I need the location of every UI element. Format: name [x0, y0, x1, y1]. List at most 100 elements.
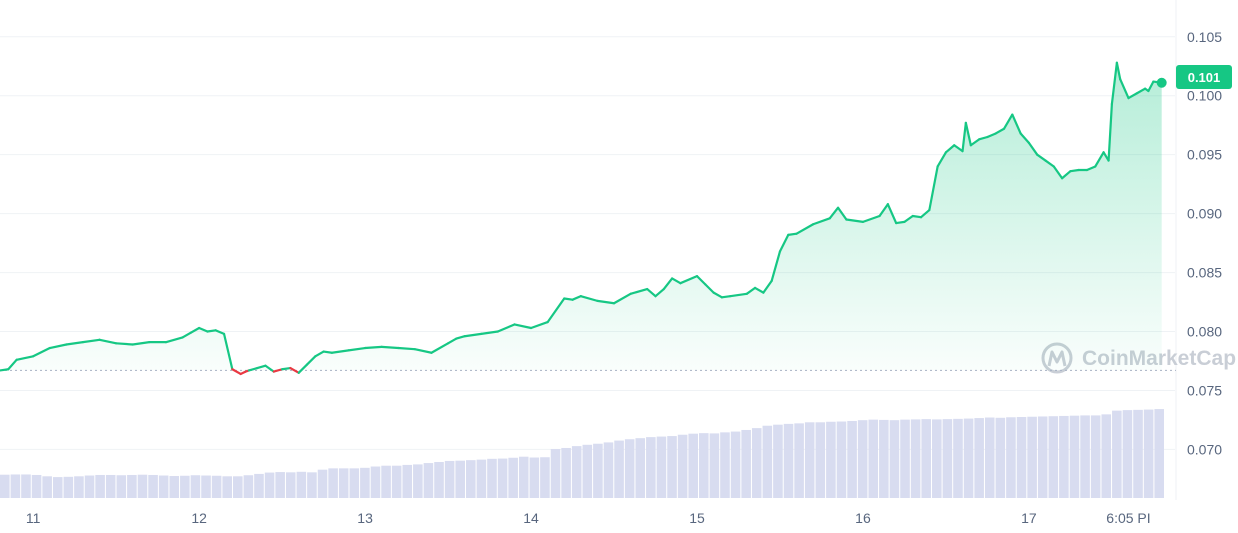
- price-segment: [969, 138, 981, 147]
- volume-bar: [1101, 414, 1112, 498]
- volume-bar: [169, 476, 180, 498]
- x-tick-label: 11: [26, 510, 41, 526]
- price-segment: [1019, 132, 1031, 144]
- volume-bar: [900, 419, 910, 498]
- price-segment: [1069, 168, 1080, 173]
- price-segment: [961, 121, 967, 153]
- volume-bar: [1027, 416, 1037, 498]
- volume-bar: [794, 423, 804, 498]
- volume-bar: [338, 468, 349, 498]
- price-segment: [720, 295, 732, 299]
- volume-bar: [773, 424, 783, 498]
- volume-bar: [730, 431, 741, 498]
- volume-bar: [963, 418, 974, 498]
- price-segment: [330, 349, 350, 354]
- volume-bar: [444, 460, 455, 498]
- volume-bar: [116, 475, 127, 498]
- volume-bar: [466, 460, 476, 498]
- y-tick-label: 0.095: [1187, 147, 1222, 163]
- price-segment: [1119, 78, 1130, 100]
- volume-bar: [10, 474, 21, 498]
- volume-bar: [402, 464, 413, 498]
- volume-bar: [667, 436, 677, 498]
- y-tick-label: 0.105: [1187, 29, 1222, 45]
- price-segment: [413, 348, 433, 354]
- price-segment: [65, 341, 85, 346]
- current-price-dot: [1156, 77, 1167, 88]
- price-segment: [446, 337, 458, 345]
- price-segment: [189, 326, 201, 334]
- volume-bar: [762, 425, 773, 498]
- price-segment: [712, 291, 724, 299]
- price-segment: [662, 277, 674, 291]
- volume-bar: [1143, 409, 1154, 498]
- price-segment: [529, 320, 549, 330]
- volume-bar: [360, 467, 370, 498]
- price-segment: [1110, 61, 1118, 106]
- price-segment: [654, 287, 665, 298]
- price-segment: [496, 323, 516, 333]
- price-segment: [563, 297, 574, 301]
- price-segment: [463, 332, 483, 338]
- price-segment: [1052, 165, 1064, 180]
- volume-bar: [1069, 415, 1080, 498]
- volume-bar: [995, 417, 1006, 498]
- price-segment: [812, 217, 831, 226]
- price-segment: [936, 151, 948, 168]
- volume-bar: [720, 432, 730, 498]
- volume-bar: [540, 457, 550, 498]
- volume-bar: [148, 474, 158, 498]
- volume-bar: [201, 475, 211, 498]
- volume-bar: [1154, 409, 1164, 498]
- price-segment: [289, 366, 300, 374]
- volume-bar: [497, 458, 508, 498]
- volume-bar: [0, 474, 10, 498]
- price-segment: [231, 368, 242, 376]
- volume-bar: [635, 438, 646, 498]
- price-segment: [32, 346, 51, 358]
- volume-bar: [857, 420, 868, 498]
- volume-bar: [31, 474, 42, 498]
- volume-bar: [190, 475, 201, 498]
- price-segment: [1044, 159, 1055, 168]
- volume-bar: [889, 420, 900, 498]
- volume-bar: [868, 419, 879, 498]
- volume-bar: [1006, 417, 1016, 498]
- price-segment: [15, 355, 35, 361]
- y-axis: 0.070 0.075 0.080 0.085 0.090 0.095 0.100 0.105: [1187, 29, 1222, 458]
- price-segment: [878, 203, 889, 218]
- volume-bar: [984, 417, 995, 498]
- volume-bar: [974, 418, 984, 498]
- price-line: [0, 61, 1163, 376]
- volume-bar: [423, 463, 434, 498]
- price-segment: [861, 214, 881, 223]
- volume-bar: [349, 468, 360, 498]
- volume-bar: [84, 475, 95, 498]
- volume-bar: [921, 419, 931, 498]
- x-tick-label: 13: [357, 510, 373, 526]
- volume-bar: [751, 428, 762, 498]
- price-segment: [397, 346, 416, 351]
- price-segment: [795, 223, 815, 235]
- price-segment: [1036, 153, 1047, 162]
- volume-bar: [476, 459, 487, 498]
- volume-bar: [582, 444, 593, 498]
- current-price-label: 0.101: [1188, 70, 1221, 85]
- volume-bar: [910, 419, 921, 498]
- price-segment: [845, 218, 865, 223]
- volume-bar: [688, 433, 698, 498]
- price-segment: [115, 342, 134, 346]
- price-segment: [828, 206, 840, 220]
- price-segment: [347, 346, 367, 352]
- volume-bar: [1122, 410, 1133, 498]
- price-segment: [596, 299, 616, 305]
- volume-bar: [52, 477, 63, 498]
- price-segment: [753, 286, 765, 294]
- x-tick-label: 14: [523, 510, 539, 526]
- price-segment: [895, 220, 906, 225]
- volume-bar: [95, 474, 105, 498]
- price-segment: [836, 206, 848, 221]
- volume-bar: [243, 475, 254, 498]
- price-segment: [928, 165, 939, 212]
- volume-bar: [804, 422, 815, 498]
